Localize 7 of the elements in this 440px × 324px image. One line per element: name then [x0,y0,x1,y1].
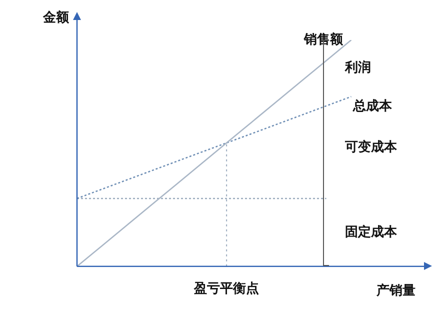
y-axis-title: 金额 [42,9,70,26]
annotation: 固定成本 [345,224,398,240]
text: 盈亏平衡点 [193,280,260,296]
annotation: 利润 [344,60,372,76]
series-label: 总成本 [352,98,394,114]
x-axis-title: 产销量 [376,282,416,298]
annotation: 可变成本 [344,138,398,155]
